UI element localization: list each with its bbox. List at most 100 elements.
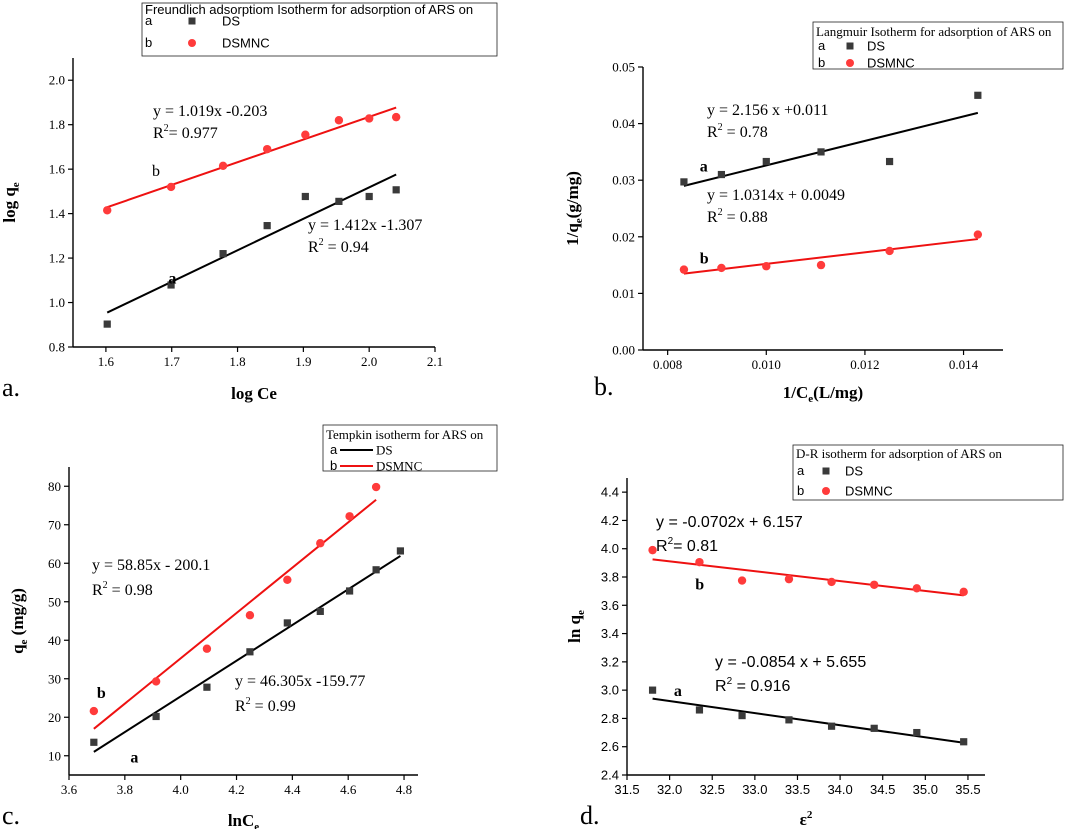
chart-panel-a: 1.6 1.7 1.8 1.9 2.0 2.1 0.8 1.0 1.2 1.4 1.6 1.8 2.0 l… [0,2,498,403]
chart-panel-c: 3.6 3.8 4.0 4.2 4.4 4.6 4.8 10 20 30 40 50 60 70 80 lnC… [2,424,498,829]
legend-title: Tempkin isotherm for ARS on [326,427,484,442]
legend-circle-marker [846,59,854,67]
panel-label: d. [580,801,600,829]
y-tick-label: 3.4 [601,626,619,641]
y-axis-title: log qe [0,182,22,222]
x-tick-label: 3.8 [117,782,133,797]
data-point-a [762,157,770,166]
legend-letter: a [818,38,826,53]
y-tick-label: 3.8 [601,570,619,585]
y-tick-label: 3.2 [601,654,619,669]
legend-series-name: DS [867,39,885,54]
data-point-a [396,547,405,555]
y-axis-title: 1/qe(g/mg) [563,171,585,246]
x-tick-label: 4.0 [173,782,189,797]
legend-circle-marker [822,487,830,495]
legend-box [792,444,1064,501]
y-tick-label: 3.0 [601,683,619,698]
data-point-a [392,186,400,194]
data-point-a [827,722,836,730]
data-point-a [90,738,98,746]
chart-panel-b: 0.008 0.010 0.012 0.014 0.00 0.01 0.02 0.03 0.04… [563,21,1064,405]
series-label-b: b [97,685,106,702]
r-squared: R2 = 0.99 [235,696,296,715]
legend-series-name: DS [222,14,240,29]
x-axis-title: log Ce [231,384,277,403]
data-point-a [648,686,657,694]
x-tick-label: 4.8 [396,782,412,797]
data-point-a [695,706,704,714]
data-point-b [737,576,747,585]
data-point-b [151,677,161,686]
y-tick-label: 1.0 [49,295,65,310]
fit-equation: y = 1.019x -0.203 [153,103,267,120]
x-axis-title: 1/Ce(L/mg) [783,383,863,405]
data-point-a [345,587,354,595]
fit-equation: y = 1.412x -1.307 [308,217,422,234]
legend-square-marker [846,42,854,50]
data-point-b [103,206,112,215]
data-point-a [870,724,878,732]
y-tick-label: 30 [48,671,61,686]
x-tick-label: 3.6 [61,782,78,797]
data-point-a [717,170,726,179]
y-tick-label: 50 [48,594,61,609]
data-point-b [695,557,704,567]
data-point-b [784,574,794,584]
x-tick-label: 35.0 [913,782,938,797]
y-tick-label: 1.2 [49,251,65,266]
data-point-a [365,192,373,201]
panel-label: a. [2,373,20,402]
data-point-b [762,262,771,271]
y-tick-label: 0.04 [612,116,635,131]
fit-line-a [106,173,397,314]
data-point-a [301,192,309,201]
y-tick-label: 4.2 [601,513,619,528]
legend-square-marker [822,467,830,475]
panel-label: b. [594,372,614,401]
legend-letter: b [330,458,337,473]
y-tick-label: 10 [48,748,61,763]
legend-series-name: DSMNC [222,36,270,51]
r-squared: R2 = 0.916 [715,676,791,695]
data-point-a [817,148,825,156]
data-point-a [738,712,746,720]
legend-series-name: DSMNC [845,484,893,499]
data-point-b [89,706,99,716]
legend-title: D-R isotherm for adsorption of ARS on [796,446,1002,461]
x-tick-label: 0.008 [653,357,682,372]
series-label-b: b [152,163,160,180]
data-point-a [152,712,160,721]
data-point-b [334,116,344,125]
x-tick-label: 4.6 [340,782,357,797]
y-axis-title: ln qe [565,610,587,643]
legend-letter: a [145,13,153,28]
fit-equation: y = 46.305x -159.77 [235,673,365,690]
data-point-b [827,577,836,587]
r-squared: R2= 0.81 [656,536,718,555]
data-point-b [218,161,228,171]
x-tick-label: 2.1 [427,354,443,369]
x-tick-label: 1.7 [164,354,181,369]
y-tick-label: 2.4 [601,768,619,783]
y-tick-label: 4.4 [601,485,619,500]
x-tick-label: 1.8 [229,354,245,369]
fit-equation: y = -0.0854 x + 5.655 [715,654,866,671]
data-point-b [885,246,894,256]
y-tick-label: 80 [48,479,61,494]
x-tick-label: 33.0 [742,782,767,797]
legend-box [812,21,1064,70]
y-tick-label: 0.01 [612,286,635,301]
x-tick-label: 4.4 [284,782,301,797]
series-label-b: b [700,250,709,267]
x-tick-label: 4.2 [228,782,244,797]
r-squared: R2 = 0.78 [707,122,768,141]
y-tick-label: 0.03 [612,173,635,188]
y-tick-label: 1.8 [49,117,65,132]
y-tick-label: 0.8 [49,340,65,355]
data-point-a [974,91,982,99]
x-axis-title: ε2 [800,809,813,829]
x-tick-label: 1.6 [98,354,115,369]
data-point-a [913,728,921,737]
